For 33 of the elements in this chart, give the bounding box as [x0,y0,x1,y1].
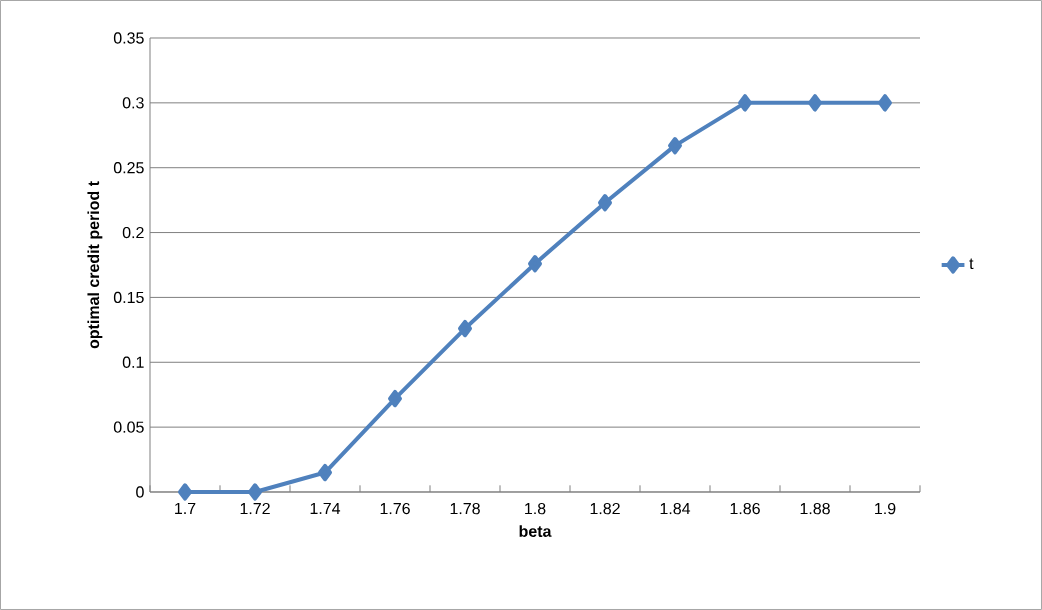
x-tick-label: 1.76 [380,502,410,515]
y-tick-label: 0.15 [113,291,144,304]
x-tick-label: 1.72 [240,502,270,515]
x-tick-label: 1.8 [525,502,546,515]
point [738,94,753,112]
x-tick-label: 1.78 [450,502,480,515]
x-axis-title: beta [519,525,552,537]
y-tick-label: 0.05 [113,421,144,433]
point [528,255,543,273]
point [808,94,822,112]
y-tick-label: 0.35 [113,32,144,44]
point [318,463,333,482]
x-tick-label: 1.82 [590,502,620,515]
y-tick-label: 0.3 [122,97,144,109]
x-tick-label: 1.7 [175,502,196,514]
point [668,136,683,155]
y-axis-title: optimal credit period t [87,181,103,349]
point [458,319,473,338]
x-tick-label: 1.9 [875,502,896,515]
x-tick-label: 1.86 [730,502,760,515]
point [388,389,403,408]
y-tick-label: 0.25 [113,162,144,174]
point [178,483,193,501]
x-tick-label: 1.88 [800,502,830,515]
point [598,194,613,212]
y-tick-label: 0.2 [122,226,144,239]
point [878,94,892,112]
point [248,483,263,501]
x-tick-label: 1.74 [310,502,341,514]
y-tick-label: 0 [136,486,144,498]
x-tick-label: 1.84 [660,502,691,515]
y-tick-label: 0.1 [122,356,144,368]
legend-label: t [969,258,974,270]
